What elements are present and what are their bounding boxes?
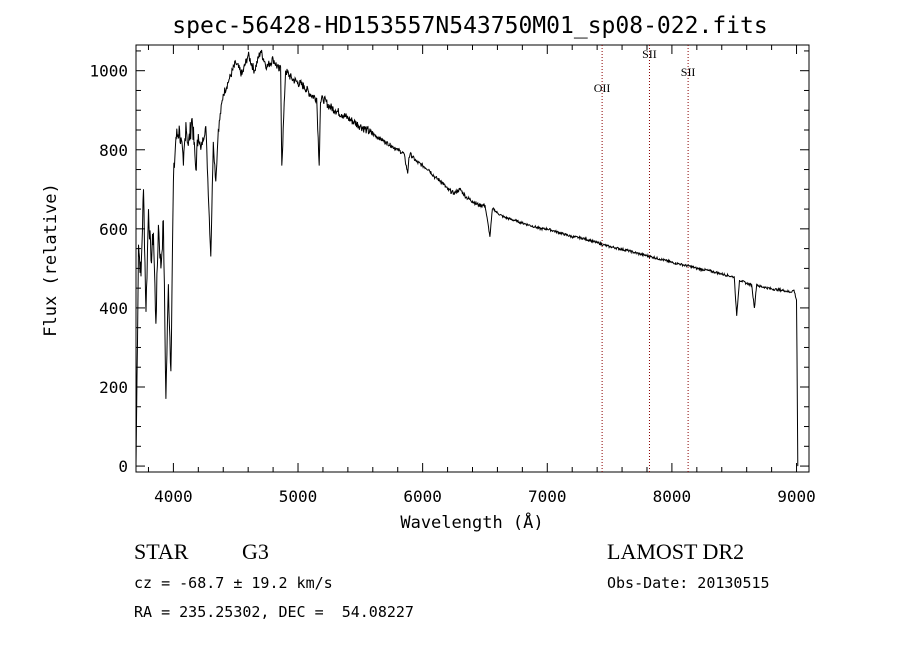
line-marker-label: SII: [642, 47, 657, 61]
y-tick-label: 800: [99, 141, 128, 160]
y-tick-label: 600: [99, 220, 128, 239]
sky-coordinates: RA = 235.25302, DEC = 54.08227: [134, 603, 414, 621]
line-marker-label: OII: [594, 81, 611, 95]
x-tick-label: 8000: [653, 487, 692, 506]
chart-title: spec-56428-HD153557N543750M01_sp08-022.f…: [172, 13, 767, 39]
observation-date: Obs-Date: 20130515: [607, 574, 770, 592]
object-class: STAR: [134, 539, 189, 564]
object-subclass: G3: [242, 539, 269, 564]
x-axis-label: Wavelength (Å): [400, 511, 543, 533]
y-tick-label: 0: [118, 457, 128, 476]
plot-frame: [135, 44, 810, 473]
y-axis-label: Flux (relative): [41, 183, 61, 337]
survey-name: LAMOST DR2: [607, 539, 745, 564]
redshift-value: cz = -68.7 ± 19.2 km/s: [134, 574, 333, 592]
line-markers: OII SII SII: [594, 45, 696, 472]
x-axis-ticks: 4000 5000 6000 7000 8000 9000: [147, 45, 816, 506]
x-tick-label: 7000: [528, 487, 567, 506]
x-tick-label: 6000: [403, 487, 442, 506]
line-marker-label: SII: [681, 65, 696, 79]
x-tick-label: 9000: [777, 487, 816, 506]
x-tick-label: 5000: [279, 487, 318, 506]
x-tick-label: 4000: [154, 487, 193, 506]
y-tick-label: 400: [99, 299, 128, 318]
y-axis-ticks: 0 200 400 600 800 1000: [89, 50, 809, 476]
y-tick-label: 1000: [89, 62, 128, 81]
y-tick-label: 200: [99, 378, 128, 397]
spectrum-line: [135, 49, 799, 467]
